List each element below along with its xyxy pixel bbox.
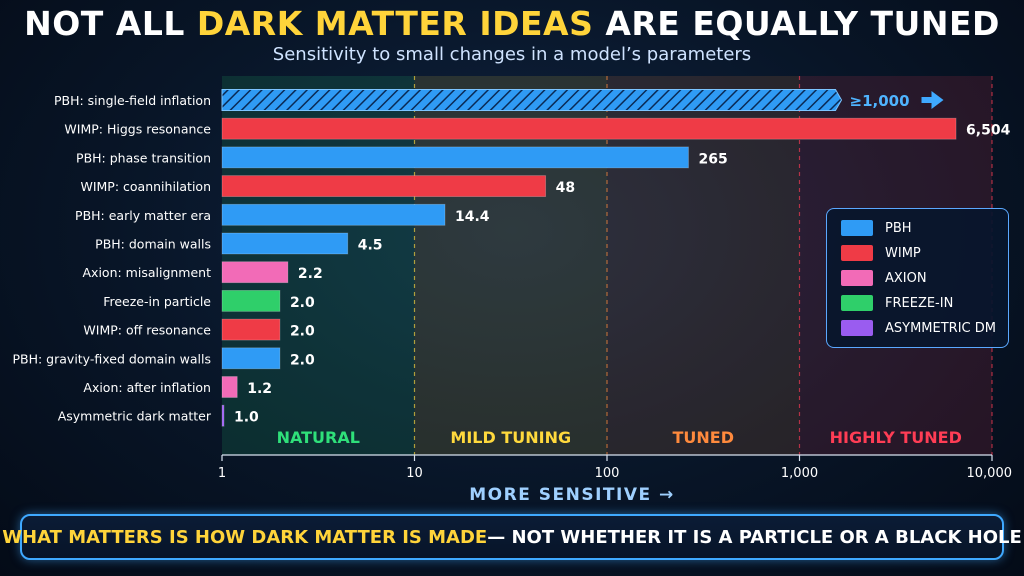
x-axis: 1 10 100 1,000 10,000 MORE SENSITIVE → [218,454,1013,505]
region-label-natural: NATURAL [277,428,360,447]
x-axis-title: MORE SENSITIVE → [469,485,675,505]
bar-axion-after-inflation [221,376,238,398]
x-tick-label: 10 [406,466,423,481]
x-tick-label: 1 [218,466,226,481]
legend-item-axion: AXION [841,270,927,286]
bar-pbh-gravity-fixed-domain-walls [221,347,281,370]
bar-value-label: 2.2 [298,266,323,282]
bar-label: WIMP: off resonance [83,323,211,338]
bottom-banner: WHAT MATTERS IS HOW DARK MATTER IS MADE … [2,514,1022,560]
bar-value-label: 2.0 [290,295,315,311]
region-label-mild-tuning: MILD TUNING [450,428,571,447]
bar-label: PBH: phase transition [76,150,211,165]
chart-title: NOT ALL DARK MATTER IDEAS ARE EQUALLY TU… [0,4,1024,43]
bar-pbh-phase-transition [221,146,689,169]
bar-wimp-coannihilation [221,175,547,198]
bar-value-label: 14.4 [455,209,490,225]
bar-asymmetric-dark-matter [221,404,225,427]
legend-item-pbh: PBH [841,220,912,236]
bar-value-label: 6,504 [966,123,1011,139]
legend-swatch [841,320,873,336]
bar-pbh-single-field-inflation [221,89,843,111]
legend-swatch [841,295,873,311]
bars-group: PBH: single-field inflation ≥1,000 WIMP: H… [12,89,1011,427]
bar-label: Axion: after inflation [83,380,211,395]
bar-value-label: 2.0 [290,352,315,368]
legend: PBH WIMP AXION FREEZE-IN ASYMMETRIC DM [826,208,1009,348]
chart-canvas: NATURAL MILD TUNING TUNED HIGHLY TUNED PBH:… [12,76,1013,505]
bar-pbh-early-matter-era [221,203,446,226]
bar-label: PBH: gravity-fixed domain walls [12,351,211,366]
legend-swatch [841,220,873,236]
bar-label: PBH: single-field inflation [54,93,211,108]
legend-label: ASYMMETRIC DM [885,320,996,336]
legend-item-freeze-in: FREEZE-IN [841,295,953,311]
bar-label: WIMP: coannihilation [80,179,211,194]
bar-value-label: 265 [698,151,727,167]
legend-label: WIMP [885,245,921,261]
legend-label: PBH [885,220,912,236]
bar-pbh-domain-walls [221,232,349,255]
bar-value-label: ≥1,000 [850,92,910,110]
bar-label: PBH: early matter era [75,208,211,223]
legend-label: AXION [885,270,927,286]
bar-label: WIMP: Higgs resonance [64,122,211,137]
x-tick-label: 100 [595,466,620,481]
x-tick-label: 10,000 [967,466,1013,481]
legend-swatch [841,270,873,286]
legend-item-asymmetric-dm: ASYMMETRIC DM [841,320,996,336]
bar-label: Asymmetric dark matter [58,409,212,424]
title-part2: ARE EQUALLY TUNED [593,4,1000,43]
bar-label: Freeze-in particle [103,294,211,309]
legend-item-wimp: WIMP [841,245,921,261]
banner-highlight: WHAT MATTERS IS HOW DARK MATTER IS MADE [2,526,488,548]
bar-value-label: 48 [556,180,575,196]
chart-subtitle: Sensitivity to small changes in a model’… [272,44,752,65]
bar-value-label: 1.2 [247,381,272,397]
bar-axion-misalignment [221,261,289,284]
bar-value-label: 4.5 [358,238,383,254]
legend-label: FREEZE-IN [885,295,954,311]
bar-wimp-off-resonance [221,318,281,341]
bar-label: PBH: domain walls [95,237,211,252]
bar-wimp-higgs-resonance [221,117,957,140]
title-part1: NOT ALL [24,4,197,43]
bar-value-label: 1.0 [234,410,259,426]
x-tick-label: 1,000 [781,466,818,481]
legend-swatch [841,245,873,261]
region-label-highly-tuned: HIGHLY TUNED [830,428,962,447]
bar-label: Axion: misalignment [83,265,212,280]
arrow-right-icon [921,91,944,109]
bar-freeze-in-particle [221,289,281,312]
banner-rest: — NOT WHETHER IT IS A PARTICLE OR A BLAC… [487,526,1022,548]
bar-value-label: 2.0 [290,324,315,340]
title-highlight: DARK MATTER IDEAS [196,4,594,43]
region-label-tuned: TUNED [672,428,734,447]
